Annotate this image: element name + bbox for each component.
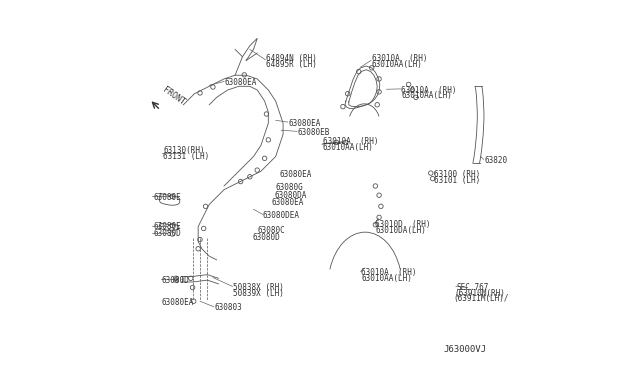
Text: 63010A  (RH): 63010A (RH) bbox=[401, 86, 457, 94]
Text: SEC.767: SEC.767 bbox=[456, 283, 489, 292]
Text: 63080E: 63080E bbox=[153, 193, 181, 202]
Text: 63010A  (RH): 63010A (RH) bbox=[323, 137, 378, 146]
Text: 63080G: 63080G bbox=[276, 183, 303, 192]
Text: 63080EA: 63080EA bbox=[225, 78, 257, 87]
Text: 63080E: 63080E bbox=[153, 222, 181, 231]
Text: 63010D  (RH): 63010D (RH) bbox=[376, 220, 431, 229]
Text: J63000VJ: J63000VJ bbox=[443, 345, 486, 354]
Text: 50839X (LH): 50839X (LH) bbox=[233, 289, 284, 298]
Text: 63080EA: 63080EA bbox=[280, 170, 312, 179]
Text: 63080EA: 63080EA bbox=[289, 119, 321, 128]
Text: 63080EA: 63080EA bbox=[271, 198, 303, 207]
Text: 63010A  (RH): 63010A (RH) bbox=[362, 268, 417, 277]
Text: 63820: 63820 bbox=[484, 155, 508, 165]
Text: 63080D: 63080D bbox=[162, 276, 189, 285]
Text: 63080C: 63080C bbox=[257, 226, 285, 235]
Text: 63080D: 63080D bbox=[153, 230, 181, 238]
Text: (63911M(LH)/: (63911M(LH)/ bbox=[454, 294, 509, 303]
Text: 63100 (RH): 63100 (RH) bbox=[435, 170, 481, 179]
Text: 63080D: 63080D bbox=[253, 233, 280, 242]
Text: (63910M(RH): (63910M(RH) bbox=[455, 289, 506, 298]
Text: 63010AA(LH): 63010AA(LH) bbox=[323, 143, 374, 152]
Text: 63010AA(LH): 63010AA(LH) bbox=[362, 274, 412, 283]
Text: FRONT: FRONT bbox=[161, 85, 187, 107]
Text: 63080DA: 63080DA bbox=[275, 191, 307, 200]
Text: 50838X (RH): 50838X (RH) bbox=[233, 283, 284, 292]
Text: 63010AA(LH): 63010AA(LH) bbox=[401, 91, 452, 100]
Text: 63010A  (RH): 63010A (RH) bbox=[372, 54, 427, 63]
Text: 63080EB: 63080EB bbox=[298, 128, 330, 137]
Text: 63010DA(LH): 63010DA(LH) bbox=[376, 226, 426, 235]
Text: 63010AA(LH): 63010AA(LH) bbox=[372, 60, 422, 69]
Text: 63080DEA: 63080DEA bbox=[263, 211, 300, 220]
Text: 64894N (RH): 64894N (RH) bbox=[266, 54, 317, 63]
Text: 63130(RH): 63130(RH) bbox=[163, 147, 205, 155]
Text: 64895R (LH): 64895R (LH) bbox=[266, 60, 317, 69]
Text: 63131 (LH): 63131 (LH) bbox=[163, 152, 209, 161]
Text: 63101 (LH): 63101 (LH) bbox=[435, 176, 481, 185]
Text: 63080EA: 63080EA bbox=[162, 298, 195, 307]
Text: 630803: 630803 bbox=[215, 303, 243, 312]
